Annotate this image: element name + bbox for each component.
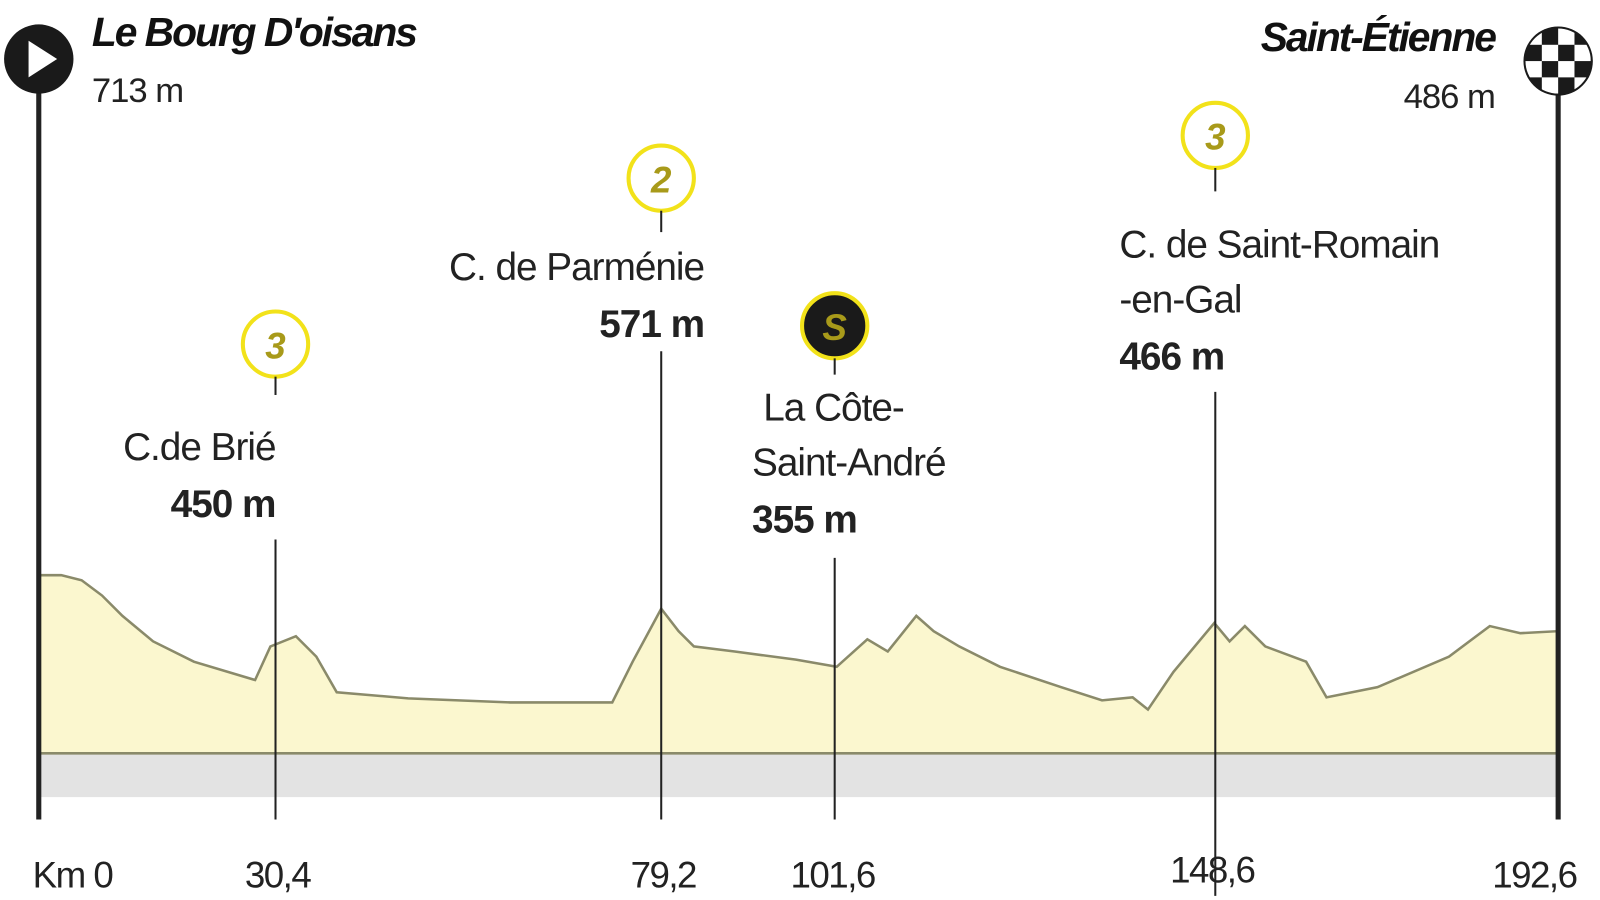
sprint-name: Saint-André	[752, 441, 945, 484]
finish-icon	[1523, 26, 1593, 96]
climb-altitude: 571 m	[599, 303, 704, 346]
finish-name: Saint-Étienne	[1261, 14, 1497, 60]
km-label: 192,6	[1492, 855, 1576, 896]
category: 2	[650, 159, 672, 200]
sprint-name: La Côte-	[763, 386, 904, 429]
climb-name: C. de Parménie	[449, 246, 704, 289]
km-label: 101,6	[791, 855, 875, 896]
climb-name: C.de Brié	[123, 426, 275, 469]
start-arrow	[28, 40, 58, 78]
elevation-profile	[37, 573, 1560, 755]
category: 3	[265, 325, 285, 366]
km-label: Km 0	[33, 855, 113, 896]
km-label: 148,6	[1170, 850, 1254, 891]
climb-name: C. de Saint-Romain	[1119, 224, 1439, 267]
climb-altitude: 450 m	[171, 483, 276, 526]
sprint-altitude: 355 m	[752, 498, 857, 541]
finish-altitude: 486 m	[1404, 78, 1495, 116]
sprint-symbol: S	[822, 307, 847, 348]
start-altitude: 713 m	[92, 72, 183, 110]
climb-name: -en-Gal	[1119, 279, 1241, 322]
km-label: 79,2	[631, 855, 696, 896]
start-name: Le Bourg D'oisans	[92, 9, 417, 55]
ground-band	[38, 753, 1559, 798]
km-label: 30,4	[245, 855, 311, 896]
climb-altitude: 466 m	[1119, 336, 1224, 379]
category: 3	[1205, 117, 1225, 158]
